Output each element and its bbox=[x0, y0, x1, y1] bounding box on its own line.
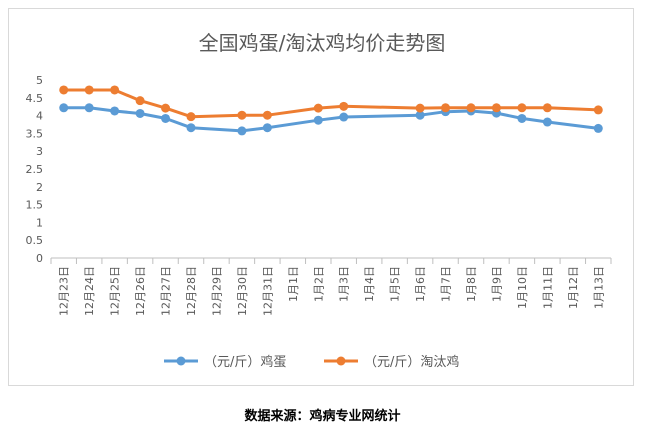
y-axis: 0 0.5 1 1.5 2 2.5 3 3.5 4 4.5 5 bbox=[26, 74, 44, 265]
x-tick-label: 12月27日 bbox=[160, 266, 173, 316]
x-tick-label: 1月6日 bbox=[414, 266, 427, 302]
data-point-series-1 bbox=[339, 112, 349, 122]
data-point-series-1 bbox=[84, 103, 94, 113]
data-point-series-1 bbox=[542, 117, 552, 127]
data-point-series-2 bbox=[237, 110, 247, 120]
data-point-series-2 bbox=[542, 103, 552, 113]
data-point-series-1 bbox=[593, 123, 603, 133]
y-tick-label: 3.5 bbox=[26, 127, 44, 140]
legend-label: （元/斤）鸡蛋 bbox=[204, 354, 286, 370]
data-point-series-2 bbox=[161, 103, 171, 113]
chart-frame: 全国鸡蛋/淘汰鸡均价走势图 0 0.5 1 1.5 2 2.5 3 3.5 4 4.5 5 12月2… bbox=[8, 8, 634, 386]
x-tick-label: 12月26日 bbox=[134, 266, 147, 316]
data-point-series-1 bbox=[161, 113, 171, 123]
x-tick-label: 12月25日 bbox=[109, 266, 122, 316]
y-tick-label: 3 bbox=[36, 145, 43, 158]
legend: （元/斤）鸡蛋 （元/斤）淘汰鸡 bbox=[164, 354, 459, 370]
y-tick-label: 4.5 bbox=[26, 92, 44, 105]
y-tick-label: 1 bbox=[36, 216, 43, 229]
y-tick-label: 4 bbox=[36, 110, 43, 123]
x-axis: 12月23日 12月24日 12月25日 12月26日 12月27日 12月28日 12月2… bbox=[50, 257, 612, 316]
x-tick-label: 12月30日 bbox=[236, 266, 249, 316]
x-tick-label: 1月9日 bbox=[490, 266, 503, 302]
data-point-series-2 bbox=[135, 96, 145, 106]
data-point-series-2 bbox=[110, 85, 120, 95]
y-tick-label: 1.5 bbox=[26, 199, 44, 212]
data-point-series-1 bbox=[415, 110, 425, 120]
data-point-series-2 bbox=[593, 105, 603, 115]
data-point-series-2 bbox=[517, 103, 527, 113]
x-tick-label: 1月7日 bbox=[440, 266, 453, 302]
x-tick-label: 1月10日 bbox=[516, 266, 529, 309]
y-tick-label: 0.5 bbox=[26, 234, 44, 247]
x-tick-label: 1月5日 bbox=[389, 266, 402, 302]
x-tick-label: 12月29日 bbox=[210, 266, 223, 316]
data-point-series-1 bbox=[313, 115, 323, 125]
data-point-series-1 bbox=[59, 103, 69, 113]
data-point-series-2 bbox=[415, 103, 425, 113]
line-chart: 全国鸡蛋/淘汰鸡均价走势图 0 0.5 1 1.5 2 2.5 3 3.5 4 4.5 5 12月2… bbox=[26, 31, 612, 370]
data-point-series-2 bbox=[339, 101, 349, 111]
y-tick-label: 2 bbox=[36, 181, 43, 194]
series-layer bbox=[59, 85, 603, 136]
data-point-series-1 bbox=[237, 126, 247, 136]
x-tick-label: 1月11日 bbox=[541, 266, 554, 309]
x-tick-label: 1月8日 bbox=[465, 266, 478, 302]
data-point-series-2 bbox=[262, 110, 272, 120]
y-tick-label: 0 bbox=[36, 252, 43, 265]
x-tick-label: 1月13日 bbox=[592, 266, 605, 309]
data-point-series-1 bbox=[186, 123, 196, 133]
data-point-series-2 bbox=[441, 103, 451, 113]
data-point-series-2 bbox=[313, 103, 323, 113]
data-point-series-1 bbox=[135, 108, 145, 118]
x-tick-label: 1月2日 bbox=[312, 266, 325, 302]
x-tick-label: 12月24日 bbox=[83, 266, 96, 316]
legend-label: （元/斤）淘汰鸡 bbox=[364, 354, 459, 370]
x-tick-label: 12月31日 bbox=[261, 266, 274, 316]
data-point-series-1 bbox=[110, 106, 120, 116]
x-tick-label: 12月28日 bbox=[185, 266, 198, 316]
legend-swatch-marker bbox=[336, 356, 346, 366]
source-note: 数据来源：鸡病专业网统计 bbox=[244, 409, 401, 424]
x-tick-label: 1月12日 bbox=[567, 266, 580, 309]
data-point-series-1 bbox=[262, 123, 272, 133]
x-tick-label: 1月3日 bbox=[338, 266, 351, 302]
data-point-series-2 bbox=[59, 85, 69, 95]
chart-title: 全国鸡蛋/淘汰鸡均价走势图 bbox=[199, 31, 446, 55]
y-tick-label: 2.5 bbox=[26, 163, 44, 176]
x-tick-label: 12月23日 bbox=[58, 266, 71, 316]
data-point-series-2 bbox=[186, 112, 196, 122]
y-tick-label: 5 bbox=[36, 74, 43, 87]
data-point-series-2 bbox=[466, 103, 476, 113]
x-tick-label: 1月1日 bbox=[287, 266, 300, 302]
data-point-series-2 bbox=[491, 103, 501, 113]
data-point-series-2 bbox=[84, 85, 94, 95]
x-tick-label: 1月4日 bbox=[363, 266, 376, 302]
data-point-series-1 bbox=[517, 113, 527, 123]
legend-swatch-marker bbox=[176, 356, 186, 366]
